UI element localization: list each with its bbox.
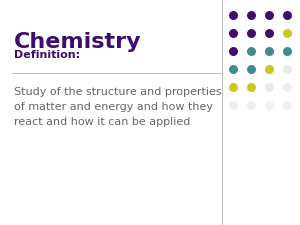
Point <box>267 31 272 35</box>
Point <box>249 103 254 107</box>
Text: Chemistry: Chemistry <box>14 32 142 52</box>
Point <box>231 85 236 89</box>
Point <box>231 31 236 35</box>
Point <box>249 31 254 35</box>
Point <box>249 85 254 89</box>
Text: Definition:: Definition: <box>14 50 80 60</box>
Point <box>285 13 290 17</box>
Point <box>285 67 290 71</box>
Point <box>231 49 236 53</box>
Point <box>231 67 236 71</box>
Point <box>267 85 272 89</box>
Point <box>249 49 254 53</box>
Point <box>285 31 290 35</box>
Point <box>285 85 290 89</box>
Point <box>267 67 272 71</box>
Point <box>267 49 272 53</box>
Point <box>267 13 272 17</box>
Point <box>285 103 290 107</box>
Text: Study of the structure and properties
of matter and energy and how they
react an: Study of the structure and properties of… <box>14 87 222 127</box>
Point <box>249 67 254 71</box>
Point <box>285 49 290 53</box>
Point <box>231 13 236 17</box>
Point <box>231 103 236 107</box>
Point <box>249 13 254 17</box>
Point <box>267 103 272 107</box>
